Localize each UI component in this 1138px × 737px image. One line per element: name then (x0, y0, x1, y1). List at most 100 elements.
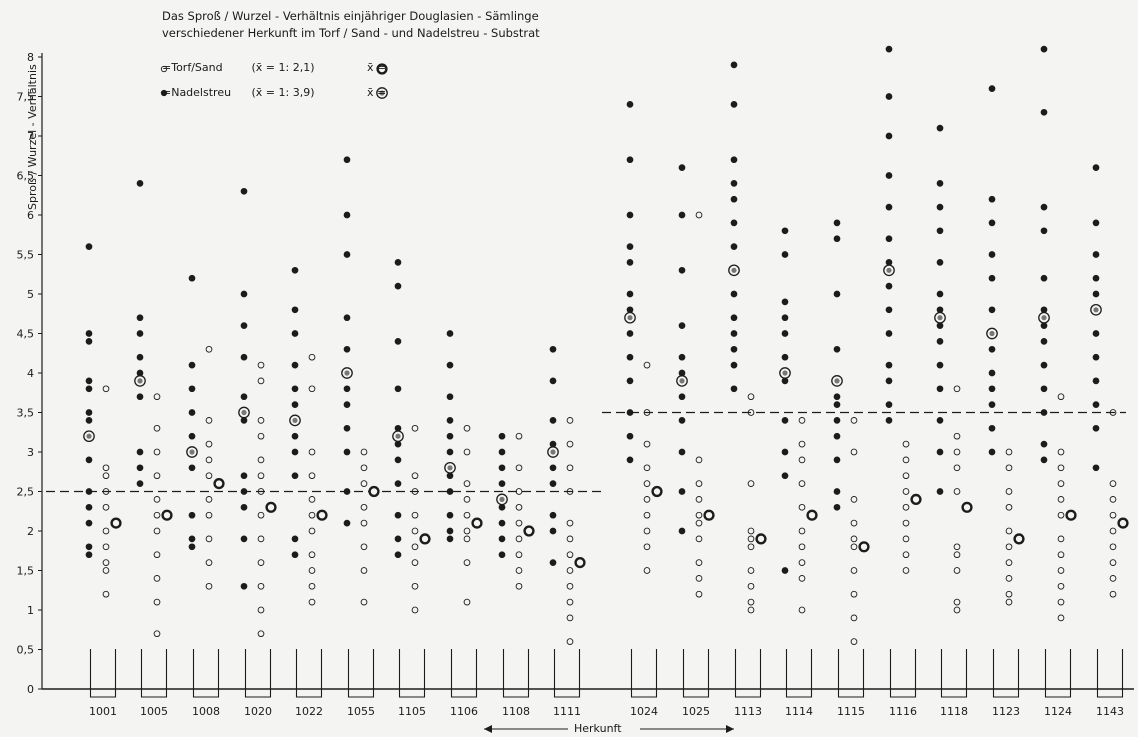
nadelstreu-point (188, 432, 196, 440)
nadelstreu-point (291, 472, 299, 480)
torf-point (747, 480, 755, 487)
nadelstreu-point (885, 377, 893, 385)
nadelstreu-point (678, 417, 686, 424)
x-tick-label: 1005 (140, 705, 168, 718)
torf-point (205, 511, 213, 519)
torf-point (257, 361, 265, 369)
torf-point (566, 464, 574, 472)
torf-point (257, 511, 265, 519)
torf-point (205, 559, 213, 566)
category-box (244, 649, 272, 698)
nadelstreu-point (188, 464, 196, 472)
torf-point (515, 503, 523, 511)
torf-point (902, 535, 910, 543)
nadelstreu-point (885, 361, 893, 369)
nadelstreu-point (498, 535, 506, 543)
nadelstreu-point (730, 243, 738, 250)
y-tick-label: 3 (27, 446, 34, 459)
legend-torf: =Torf/Sand (x̄ = 1: 2,1) x̄ = (162, 61, 386, 74)
nadelstreu-point (626, 377, 634, 385)
nadelstreu-point (446, 527, 454, 535)
nadelstreu-point (781, 353, 789, 361)
torf-mean-marker (213, 478, 225, 490)
nadelstreu-point (1040, 203, 1048, 211)
x-tick-label: 1115 (837, 705, 865, 718)
nadelstreu-point (730, 61, 738, 69)
torf-point (643, 511, 651, 519)
nadelstreu-point (1040, 322, 1048, 329)
x-tick-label: 1113 (734, 705, 762, 718)
torf-point (850, 519, 858, 527)
torf-mean-marker (755, 533, 767, 545)
torf-point (1057, 448, 1065, 456)
nadelstreu-point (1040, 274, 1048, 282)
nadelstreu-point (549, 440, 557, 448)
nadelstreu-point (678, 266, 686, 274)
torf-point (153, 424, 161, 432)
y-tick-label: 5,5 (17, 249, 35, 262)
nadelstreu-point (885, 132, 893, 140)
nadelstreu-point (85, 338, 93, 345)
nadelstreu-point (988, 274, 996, 282)
torf-point (747, 535, 755, 543)
torf-point (643, 527, 651, 535)
torf-point (902, 488, 910, 495)
torf-point (205, 582, 213, 590)
x-caption-arrowhead-left (484, 725, 492, 733)
category-box (1044, 649, 1072, 698)
torf-point (1057, 598, 1065, 606)
nadelstreu-point (343, 448, 351, 456)
nadelstreu-point (343, 251, 351, 258)
torf-mean-marker (523, 525, 535, 537)
nadelstreu-point (1092, 274, 1100, 282)
nadelstreu-point (885, 330, 893, 337)
torf-point (257, 456, 265, 464)
torf-point (1109, 496, 1117, 503)
nadelstreu-point (988, 306, 996, 314)
torf-point (257, 606, 265, 614)
torf-mean-marker (1065, 509, 1077, 521)
category-box (347, 649, 375, 698)
torf-point (1109, 511, 1117, 519)
nadelstreu-point (549, 464, 557, 472)
torf-point (850, 567, 858, 574)
torf-point (515, 567, 523, 574)
nadelstreu-point (85, 330, 93, 337)
torf-point (643, 480, 651, 487)
nadelstreu-point (936, 203, 944, 211)
nadelstreu-point (988, 385, 996, 393)
nadelstreu-mean-core (1041, 315, 1047, 321)
torf-point (1005, 559, 1013, 566)
torf-point (411, 582, 419, 590)
torf-point (798, 543, 806, 551)
nadelstreu-point (240, 472, 248, 480)
nadelstreu-point (626, 409, 634, 416)
nadelstreu-point (136, 353, 144, 361)
torf-point (953, 551, 961, 559)
nadelstreu-point (885, 235, 893, 243)
torf-point (953, 606, 961, 614)
torf-point (463, 480, 471, 487)
legend-nadel: =Nadelstreu (x̄ = 1: 3,9) x̄ = (162, 86, 386, 99)
category-box (630, 649, 658, 698)
nadelstreu-point (343, 488, 351, 495)
torf-mean-marker (419, 533, 431, 545)
torf-point (257, 432, 265, 440)
nadelstreu-point (136, 330, 144, 337)
torf-point (902, 456, 910, 464)
nadelstreu-point (1040, 456, 1048, 464)
nadelstreu-point (188, 274, 196, 282)
nadelstreu-point (833, 503, 841, 511)
torf-point (153, 472, 161, 480)
torf-mean-marker (1013, 533, 1025, 545)
nadelstreu-point (936, 306, 944, 314)
torf-point (411, 424, 419, 432)
torf-point (360, 464, 368, 472)
x-tick-label: 1123 (992, 705, 1020, 718)
nadelstreu-point (730, 345, 738, 353)
torf-point (411, 543, 419, 551)
nadelstreu-point (988, 195, 996, 203)
nadelstreu-point (1092, 219, 1100, 227)
nadelstreu-point (626, 101, 634, 108)
torf-point (1109, 543, 1117, 551)
